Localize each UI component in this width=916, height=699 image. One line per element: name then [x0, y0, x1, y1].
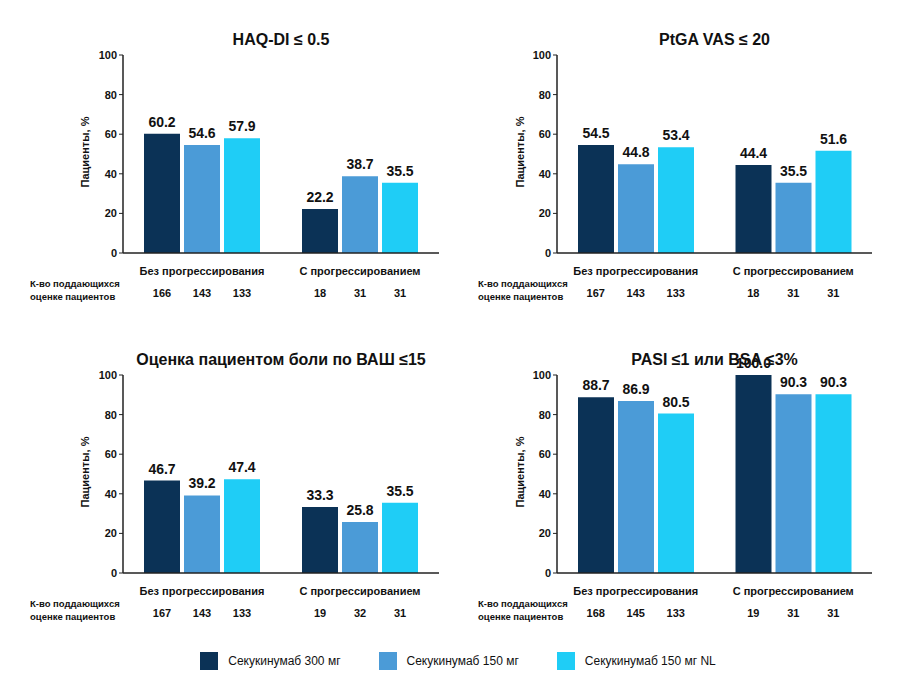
svg-text:100: 100 [533, 369, 551, 381]
svg-text:145: 145 [627, 607, 645, 619]
svg-text:40: 40 [539, 488, 551, 500]
svg-text:31: 31 [787, 607, 799, 619]
svg-text:Без прогрессирования: Без прогрессирования [140, 585, 265, 597]
svg-text:31: 31 [394, 287, 406, 299]
svg-text:31: 31 [394, 607, 406, 619]
svg-text:167: 167 [587, 287, 605, 299]
svg-text:31: 31 [354, 287, 366, 299]
svg-text:31: 31 [787, 287, 799, 299]
svg-text:С прогрессированием: С прогрессированием [299, 265, 420, 277]
svg-text:С прогрессированием: С прогрессированием [299, 585, 420, 597]
svg-text:40: 40 [105, 168, 117, 180]
svg-text:60: 60 [105, 448, 117, 460]
svg-text:35.5: 35.5 [780, 163, 807, 179]
svg-text:39.2: 39.2 [188, 475, 215, 491]
svg-text:57.9: 57.9 [228, 118, 255, 134]
svg-text:38.7: 38.7 [346, 156, 373, 172]
svg-text:32: 32 [354, 607, 366, 619]
svg-text:167: 167 [153, 607, 171, 619]
svg-text:20: 20 [539, 207, 551, 219]
svg-text:40: 40 [539, 168, 551, 180]
svg-text:80.5: 80.5 [662, 394, 689, 410]
svg-text:166: 166 [153, 287, 171, 299]
svg-text:С прогрессированием: С прогрессированием [733, 585, 854, 597]
svg-text:90.3: 90.3 [780, 374, 807, 390]
svg-text:19: 19 [747, 607, 759, 619]
svg-text:20: 20 [539, 527, 551, 539]
svg-text:100: 100 [533, 49, 551, 61]
svg-text:47.4: 47.4 [228, 459, 255, 475]
svg-text:100: 100 [99, 49, 117, 61]
svg-text:80: 80 [539, 89, 551, 101]
svg-text:0: 0 [545, 247, 551, 259]
svg-text:60: 60 [105, 128, 117, 140]
svg-text:133: 133 [667, 607, 685, 619]
svg-text:60: 60 [539, 448, 551, 460]
svg-text:Без прогрессирования: Без прогрессирования [573, 265, 698, 277]
svg-text:54.6: 54.6 [188, 125, 215, 141]
svg-text:Без прогрессирования: Без прогрессирования [140, 265, 265, 277]
svg-text:51.6: 51.6 [820, 131, 847, 147]
svg-text:31: 31 [827, 287, 839, 299]
svg-text:90.3: 90.3 [820, 374, 847, 390]
svg-text:53.4: 53.4 [662, 127, 689, 143]
svg-text:33.3: 33.3 [306, 487, 333, 503]
svg-text:80: 80 [105, 89, 117, 101]
svg-text:86.9: 86.9 [622, 381, 649, 397]
svg-text:25.8: 25.8 [346, 502, 373, 518]
svg-text:35.5: 35.5 [386, 483, 413, 499]
svg-text:Без прогрессирования: Без прогрессирования [573, 585, 698, 597]
svg-text:18: 18 [747, 287, 759, 299]
svg-text:18: 18 [314, 287, 326, 299]
svg-text:143: 143 [193, 287, 211, 299]
svg-text:80: 80 [539, 409, 551, 421]
svg-text:44.8: 44.8 [622, 144, 649, 160]
svg-text:0: 0 [111, 247, 117, 259]
svg-text:40: 40 [105, 488, 117, 500]
svg-text:31: 31 [827, 607, 839, 619]
svg-text:20: 20 [105, 207, 117, 219]
svg-text:143: 143 [193, 607, 211, 619]
svg-text:88.7: 88.7 [582, 377, 609, 393]
svg-text:46.7: 46.7 [148, 461, 175, 477]
svg-text:60: 60 [539, 128, 551, 140]
svg-text:С прогрессированием: С прогрессированием [733, 265, 854, 277]
svg-text:168: 168 [587, 607, 605, 619]
svg-text:0: 0 [111, 567, 117, 579]
svg-text:143: 143 [627, 287, 645, 299]
svg-text:133: 133 [233, 287, 251, 299]
svg-text:22.2: 22.2 [306, 189, 333, 205]
svg-text:44.4: 44.4 [740, 145, 767, 161]
svg-text:0: 0 [545, 567, 551, 579]
svg-text:19: 19 [314, 607, 326, 619]
svg-text:100.0: 100.0 [736, 355, 771, 371]
svg-text:54.5: 54.5 [582, 125, 609, 141]
svg-text:80: 80 [105, 409, 117, 421]
svg-text:133: 133 [667, 287, 685, 299]
svg-text:20: 20 [105, 527, 117, 539]
svg-text:100: 100 [99, 369, 117, 381]
svg-text:35.5: 35.5 [386, 163, 413, 179]
svg-text:60.2: 60.2 [148, 114, 175, 130]
svg-text:133: 133 [233, 607, 251, 619]
